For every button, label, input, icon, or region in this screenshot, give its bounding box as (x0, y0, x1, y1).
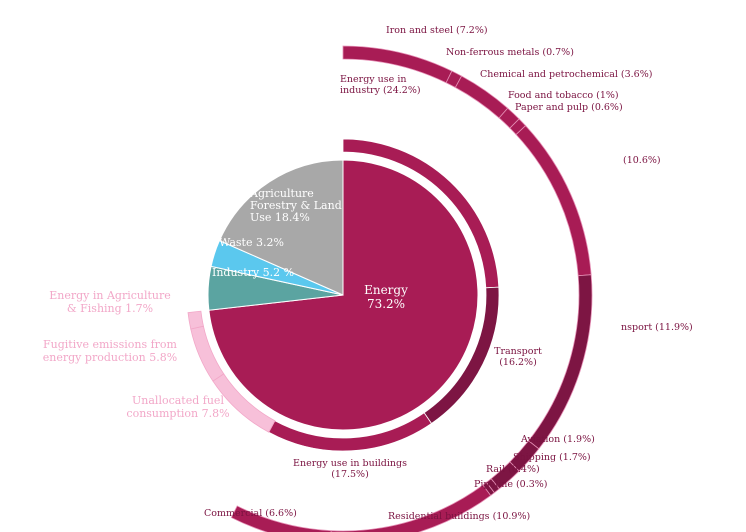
label-iron-and-steel-7-2: Iron and steel (7.2%) (386, 25, 488, 36)
label-aviation-1-9: Aviation (1.9%) (520, 434, 595, 445)
chart-labels: Energy 73.2% Industry 5.2 % Waste 3.2% Agric… (43, 25, 693, 522)
label-transport-16-2: Transport (16.2%) (494, 346, 542, 368)
label-commercial-6-6: Commercial (6.6%) (204, 508, 297, 519)
label-paper-and-pulp-0-6: Paper and pulp (0.6%) (515, 102, 623, 113)
label-residential-buildings-10-9: Residential buildings (10.9%) (388, 511, 530, 522)
label-10-6: (10.6%) (623, 155, 661, 166)
outer-segment-chemical-and-petrochemical-3-6 (454, 75, 509, 119)
label-energy-use-in-industry-24-2: Energy use in industry (24.2%) (340, 74, 421, 96)
middle-ring (187, 138, 500, 452)
outer-segment-10-6 (515, 125, 592, 277)
outer-segment-nsport-11-9 (527, 274, 593, 450)
label-energy-use-in-buildings-17-5: Energy use in buildings (17.5%) (293, 458, 407, 480)
label-non-ferrous-metals-0-7: Non-ferrous metals (0.7%) (446, 47, 574, 58)
label-agriculture-forestry-land-use-18-4: Agriculture Forestry & Land Use 18.4% (249, 187, 342, 224)
label-rail-0-4: Rail (0.4%) (486, 464, 540, 475)
label-energy-73-2: Energy 73.2% (364, 283, 408, 311)
label-waste-3-2: Waste 3.2% (219, 236, 284, 249)
label-food-and-tobacco-1: Food and tobacco (1%) (508, 90, 619, 101)
label-unallocated-fuel-consumption-7-8: Unallocated fuel consumption 7.8% (126, 394, 229, 420)
label-fugitive-emissions-from-energy-productio: Fugitive emissions from energy production… (43, 338, 178, 364)
outer-segment-commercial-6-6 (230, 505, 332, 532)
label-pipeline-0-3: Pipeline (0.3%) (474, 479, 548, 490)
label-nsport-11-9: nsport (11.9%) (621, 322, 693, 333)
outer-ring (230, 45, 593, 532)
pie-slice-agriculture-forestry-land-use-18-4 (218, 159, 344, 296)
ring-segment-energy-in-agriculture-fishing-1-7 (187, 310, 204, 330)
label-shipping-1-7: Shipping (1.7%) (513, 452, 591, 463)
label-chemical-and-petrochemical-3-6: Chemical and petrochemical (3.6%) (480, 69, 652, 80)
label-industry-5-2: Industry 5.2 % (212, 266, 294, 279)
outer-segment-residential-buildings-10-9 (330, 484, 492, 532)
label-energy-in-agriculture-fishing-1-7: Energy in Agriculture & Fishing 1.7% (49, 289, 171, 315)
inner-pie (207, 159, 479, 431)
